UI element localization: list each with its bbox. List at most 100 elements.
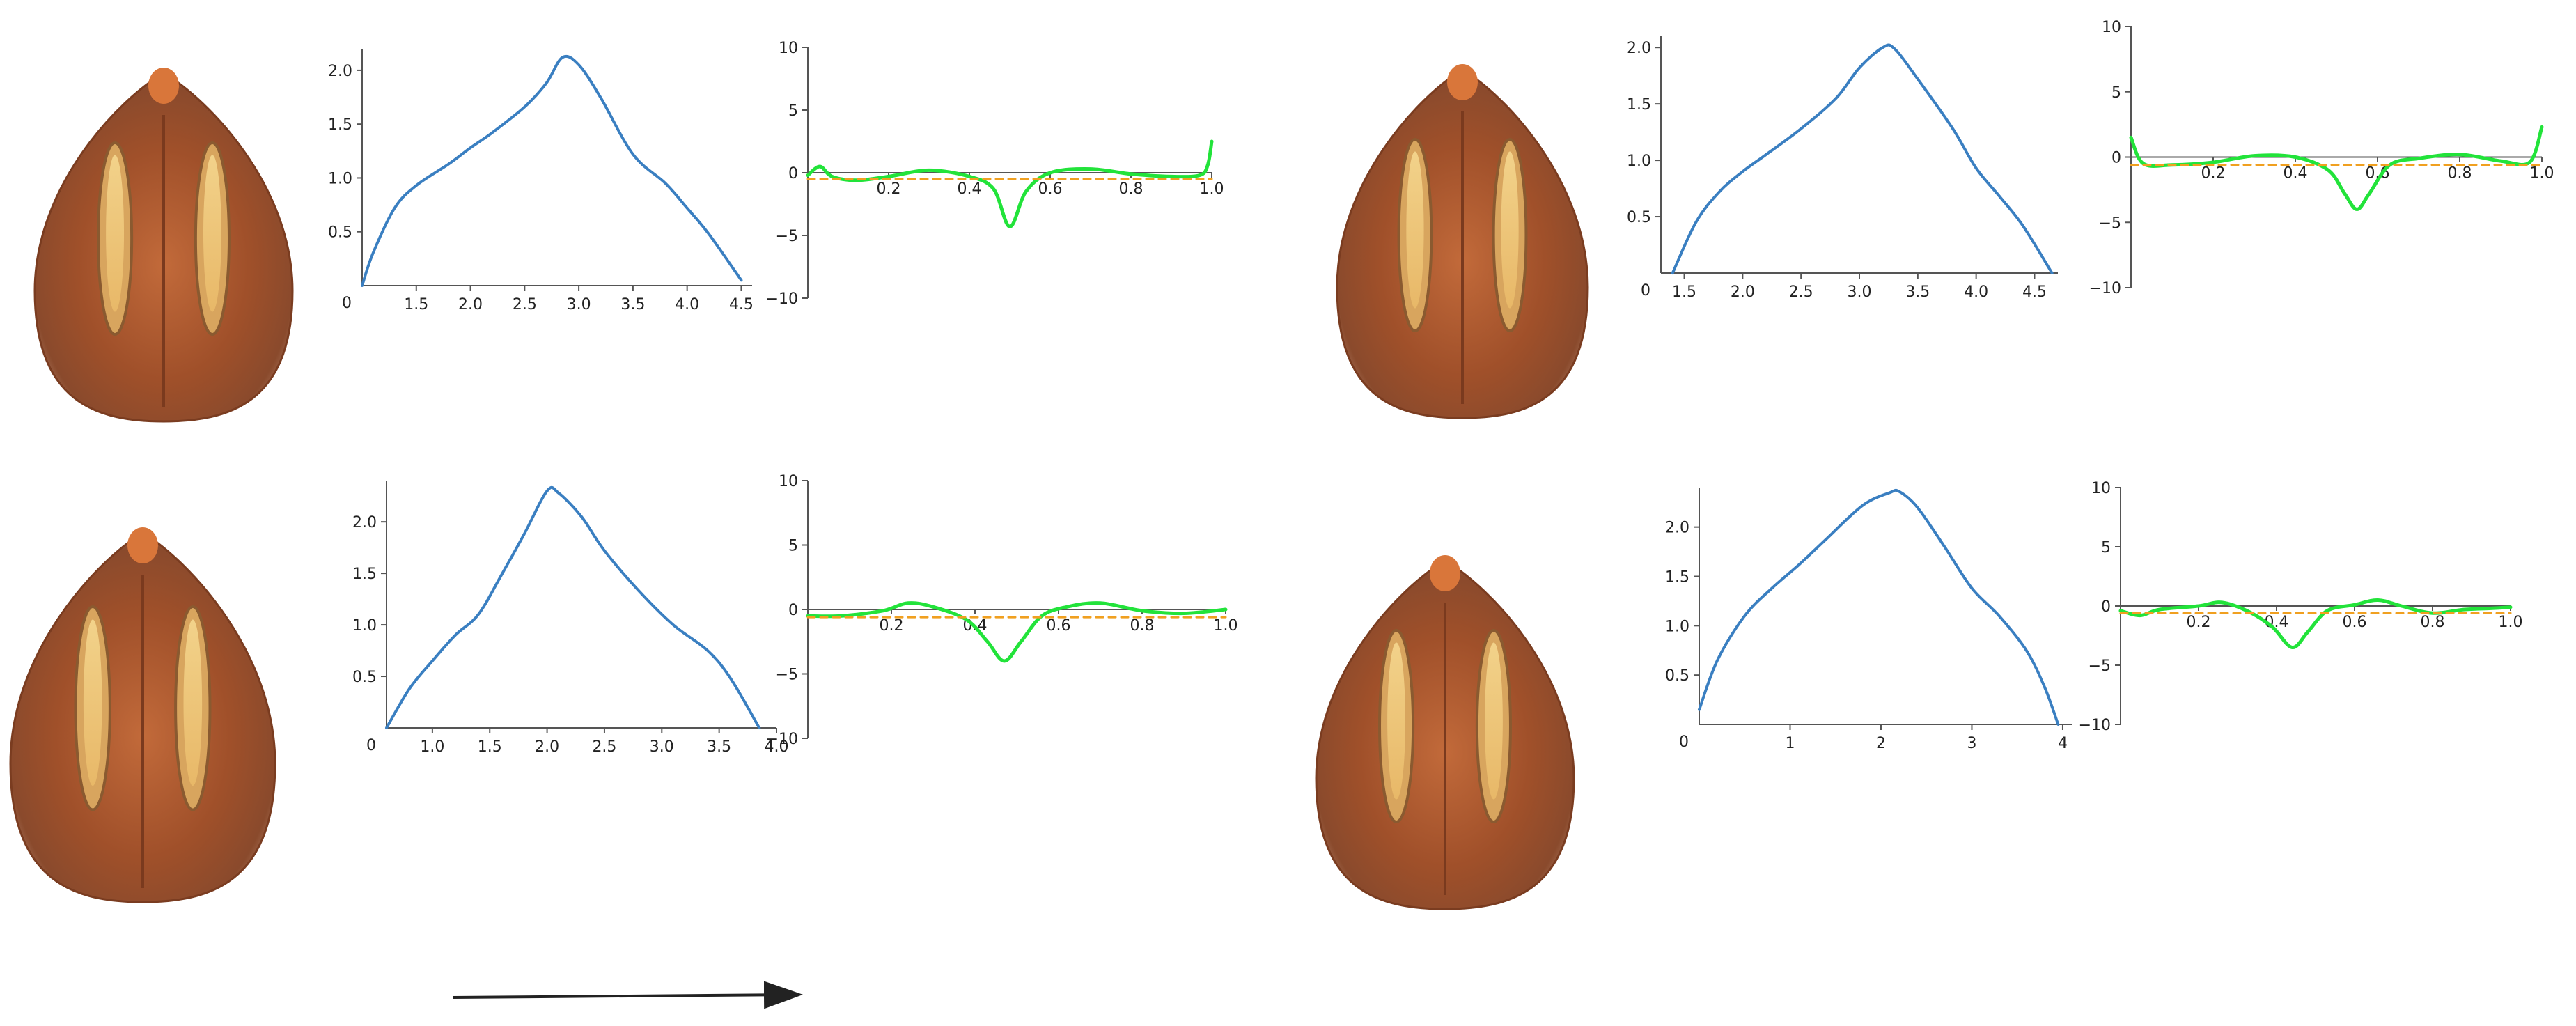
chart-top-right-profile: 1.5 2.0 2.5 3.0 3.5 4.0 4.5 0.5 1.0 1.5 2.0 0 [1627,36,2058,301]
x-tick-label: 1.5 [404,296,428,313]
x-tick-label: 4.0 [765,738,789,756]
x-tick-label: 0.6 [2343,614,2367,631]
x-tick-label: 1.0 [2530,165,2554,182]
y-tick-label: 1.0 [328,170,352,187]
x-tick-label: 0.8 [2448,165,2472,182]
x-tick-label: 0.8 [1130,617,1155,635]
x-tick-label: 2.0 [535,738,559,756]
y-tick-label: 10 [2091,480,2111,497]
x-tick-label: 2.5 [1789,283,1813,301]
y-tick-label: 0.5 [328,224,352,242]
origin-label: 0 [1679,733,1689,751]
seed-photos [9,64,1589,910]
y-tick-label: 10 [779,40,798,57]
x-tick-label: 1.5 [1672,283,1696,301]
x-tick-label: 3.5 [620,296,645,313]
series-line-0 [806,139,1214,228]
x-tick-label: 0.8 [1119,180,1143,198]
chart-bottom-left-profile: 1.0 1.5 2.0 2.5 3.0 3.5 4.0 0.5 1.0 1.5 2.0 0 [352,481,789,756]
y-tick-label: 0.5 [1665,667,1689,685]
seed-photo-bottom-right [1315,555,1575,910]
y-tick-label: 5 [2111,84,2121,102]
origin-label: 0 [342,295,352,312]
y-tick-label: 1.0 [352,617,377,635]
x-tick-label: 3.0 [650,738,674,756]
y-tick-label: 2.0 [1665,520,1689,537]
x-tick-label: 3.5 [1905,283,1930,301]
y-tick-label: −10 [766,290,798,308]
y-tick-label: −10 [2089,280,2121,297]
x-tick-label: 2.0 [458,296,483,313]
y-tick-label: −5 [776,667,798,684]
x-tick-label: 1.0 [1214,617,1238,635]
x-tick-label: 4.0 [675,296,699,313]
y-tick-label: −10 [2079,717,2111,734]
y-tick-label: 2.0 [328,63,352,80]
y-tick-label: 0 [2101,598,2111,616]
seed-photo-top-left [33,68,294,423]
x-tick-label: 0.8 [2421,614,2445,631]
x-tick-label: 2.5 [513,296,537,313]
x-tick-label: 3 [1967,735,1976,752]
x-tick-label: 1.0 [1200,180,1224,198]
y-tick-label: 5 [2101,539,2111,557]
x-tick-label: 3.0 [567,296,591,313]
x-tick-label: 1 [1785,735,1795,752]
y-tick-label: 1.5 [1665,569,1689,586]
y-tick-label: −10 [766,731,798,748]
series-line-0 [806,601,1228,663]
y-tick-label: 10 [779,473,798,490]
seed-photo-top-right [1336,64,1589,419]
x-tick-label: 4.0 [1964,283,1988,301]
x-tick-label: 4.5 [729,296,754,313]
y-tick-label: 1.5 [328,116,352,134]
y-tick-label: 0.5 [352,669,377,686]
seed-photo-bottom-left [9,527,276,903]
x-tick-label: 0.4 [2284,165,2308,182]
y-tick-label: 1.5 [352,566,377,583]
x-tick-label: 0.4 [958,180,982,198]
x-tick-label: 0.2 [2201,165,2226,182]
x-tick-label: 0.6 [1047,617,1071,635]
y-tick-label: −5 [776,228,798,245]
y-tick-label: 0.5 [1627,209,1651,226]
origin-label: 0 [1641,282,1650,300]
y-tick-label: 1.0 [1665,618,1689,635]
y-tick-label: 0 [788,602,798,619]
x-tick-label: 0.6 [1038,180,1063,198]
y-tick-label: 0 [2111,150,2121,167]
y-tick-label: 10 [2102,19,2121,36]
y-tick-label: 1.5 [1627,96,1651,114]
series-line-0 [2129,125,2544,211]
x-tick-label: 0.2 [877,180,901,198]
x-tick-label: 4 [2058,735,2068,752]
y-tick-label: −5 [2089,658,2111,675]
series-line-0 [2118,598,2513,649]
x-tick-label: 2.0 [1731,283,1755,301]
chart-bottom-right-profile: 1 2 3 4 0.5 1.0 1.5 2.0 0 [1665,488,2072,752]
scale-arrow [452,981,803,1009]
x-tick-label: 1.0 [420,738,444,756]
x-tick-label: 3.0 [1848,283,1872,301]
origin-label: 0 [366,737,376,754]
x-tick-label: 0.2 [2187,614,2211,631]
x-tick-label: 3.5 [707,738,731,756]
y-tick-label: 5 [788,538,798,555]
chart-top-left-curvature: 0.2 0.4 0.6 0.8 1.0 −10 −5 0 5 10 [766,40,1224,308]
y-tick-label: 5 [788,102,798,120]
chart-top-left-profile: 1.5 2.0 2.5 3.0 3.5 4.0 4.5 0.5 1.0 1.5 2.0 0 [328,49,754,313]
x-tick-label: 2.5 [592,738,616,756]
x-tick-label: 2 [1876,735,1886,752]
series-line-0 [385,485,761,729]
charts-layer: 1.5 2.0 2.5 3.0 3.5 4.0 4.5 0.5 1.0 1.5 2.0 0 0.2 0.4… [328,19,2554,756]
x-tick-label: 1.5 [478,738,502,756]
y-tick-label: 0 [788,165,798,182]
series-line-0 [1671,43,2054,274]
y-tick-label: 2.0 [1627,40,1651,57]
x-tick-label: 0.2 [880,617,904,635]
series-line-0 [1698,488,2060,726]
